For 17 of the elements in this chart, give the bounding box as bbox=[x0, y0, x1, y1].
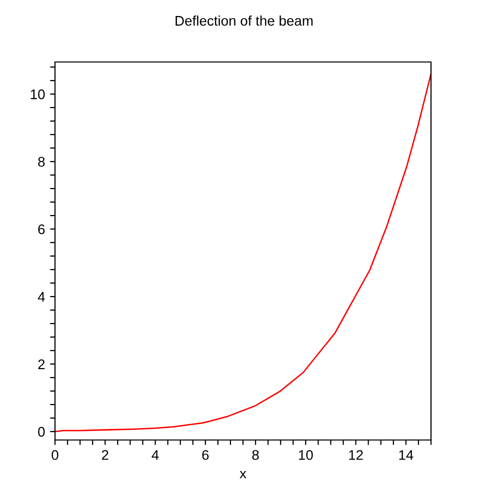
x-tick-label: 2 bbox=[102, 450, 108, 460]
y-tick-label: 0 bbox=[38, 426, 45, 437]
y-tick-label: 10 bbox=[30, 89, 45, 100]
x-axis-title: x bbox=[240, 470, 246, 478]
x-tick-label: 14 bbox=[399, 450, 414, 460]
y-tick-label: 8 bbox=[38, 156, 45, 167]
x-tick-label: 6 bbox=[202, 450, 209, 460]
y-tick-label: 4 bbox=[38, 292, 45, 302]
y-tick-label: 6 bbox=[38, 224, 45, 234]
x-tick-label: 10 bbox=[299, 450, 313, 460]
y-tick-label: 2 bbox=[38, 359, 45, 370]
chart-title: Deflection of the beam bbox=[176, 16, 313, 26]
x-tick-label: 8 bbox=[252, 450, 259, 460]
line-series bbox=[55, 73, 431, 432]
x-tick-label: 0 bbox=[52, 450, 58, 460]
x-tick-label: 4 bbox=[152, 450, 159, 460]
x-tick-label: 12 bbox=[349, 450, 363, 460]
